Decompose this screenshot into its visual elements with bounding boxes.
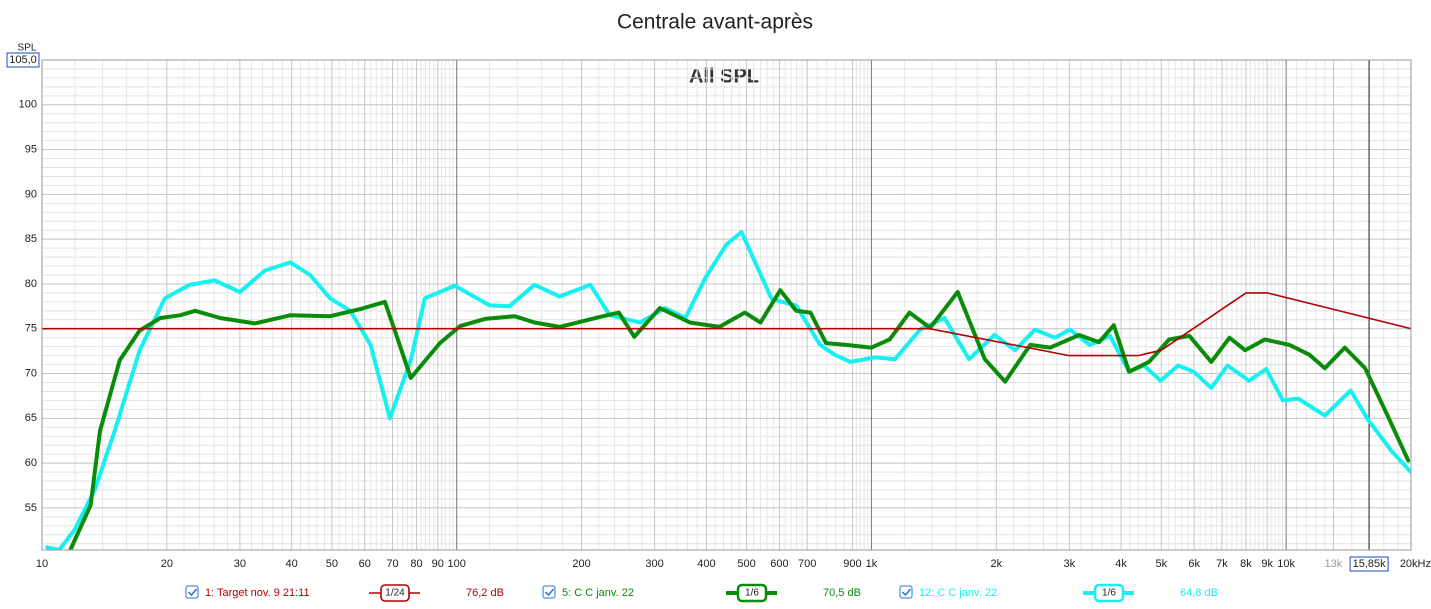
y-tick-label: 65 — [25, 412, 37, 424]
plot-lines — [42, 230, 1411, 550]
legend-check — [901, 588, 912, 597]
series-line — [42, 292, 1411, 357]
x-tick-label: 400 — [697, 558, 715, 570]
x-tick-label: 8k — [1240, 558, 1252, 570]
legend-level: 76,2 dB — [466, 587, 504, 599]
plot-frame — [41, 59, 1412, 551]
x-tick-label: 70 — [386, 558, 398, 570]
legend-level: 70,5 dB — [823, 587, 861, 599]
x-tick-label: 10 — [36, 558, 48, 570]
legend-smoothing: 1/6 — [1102, 588, 1116, 599]
chart-title: Centrale avant-après — [617, 11, 813, 34]
x-tick-label: 7k — [1216, 558, 1228, 570]
x-tick-label: 500 — [737, 558, 755, 570]
x-tick-label: 200 — [572, 558, 590, 570]
x-tick-label: 600 — [770, 558, 788, 570]
y-axis-label: SPL — [18, 43, 37, 54]
x-tick-label: 2k — [990, 558, 1002, 570]
x-tick-label: 5k — [1156, 558, 1168, 570]
y-tick-label: 60 — [25, 457, 37, 469]
y-tick-label: 55 — [25, 502, 37, 514]
y-tick-box — [6, 52, 40, 68]
legend-level: 64,8 dB — [1180, 587, 1218, 599]
y-tick-label: 80 — [25, 278, 37, 290]
x-tick-label: 300 — [645, 558, 663, 570]
x-tick-label: 60 — [359, 558, 371, 570]
x-tick-label: 1k — [866, 558, 878, 570]
x-tick-label: 90 — [432, 558, 444, 570]
cursor-label: 15,85k — [1353, 558, 1387, 570]
x-tick-label: 3k — [1063, 558, 1075, 570]
y-tick-label: 90 — [25, 188, 37, 200]
x-tick-label: 30 — [234, 558, 246, 570]
y-tick-label: 70 — [25, 367, 37, 379]
series-line — [45, 230, 1411, 550]
x-tick-label: 6k — [1188, 558, 1200, 570]
legend-smoothing: 1/24 — [385, 588, 405, 599]
x-tick-label: 9k — [1261, 558, 1273, 570]
x-tick-label: 700 — [798, 558, 816, 570]
x-tick-label: 100 — [448, 558, 466, 570]
legend-checkbox[interactable] — [542, 585, 556, 599]
y-tick-label: 75 — [25, 323, 37, 335]
legend-check — [544, 588, 555, 597]
x-tick-label: 10k — [1277, 558, 1295, 570]
y-tick-label: 95 — [25, 143, 37, 155]
x-tick-label: 13k — [1325, 558, 1343, 570]
cursor-box — [1349, 556, 1389, 572]
y-tick-label: 100 — [19, 99, 37, 111]
legend-smoothing-box[interactable] — [1093, 583, 1125, 603]
legend-name: 5: C C janv. 22 — [562, 587, 634, 599]
x-tick-label: 50 — [326, 558, 338, 570]
series-line — [68, 288, 1411, 550]
x-tick-label: 80 — [410, 558, 422, 570]
legend: 1: Target nov. 9 21:11 1/24 76,2 dB 5: C C … — [185, 583, 1218, 603]
grid — [41, 59, 1412, 550]
y-tick-label: 85 — [25, 233, 37, 245]
legend-name: 1: Target nov. 9 21:11 — [205, 587, 310, 599]
legend-name: 12: C C janv. 22 — [919, 587, 997, 599]
x-tick-label: 20 — [161, 558, 173, 570]
legend-smoothing: 1/6 — [745, 588, 759, 599]
x-tick-label: 4k — [1115, 558, 1127, 570]
legend-smoothing-box[interactable] — [380, 584, 410, 602]
axes: 55 60 65 70 75 80 85 90 95 100 105,0 10 20 30 40 50 60 70… — [6, 52, 1431, 572]
y-tick-label: 105,0 — [9, 54, 37, 66]
legend-checkbox[interactable] — [899, 585, 913, 599]
legend-smoothing-box[interactable] — [736, 583, 768, 603]
legend-checkbox[interactable] — [185, 585, 199, 599]
x-tick-label: 900 — [843, 558, 861, 570]
legend-check — [187, 588, 198, 597]
x-tick-label: 20kHz — [1400, 558, 1431, 570]
x-tick-label: 40 — [286, 558, 298, 570]
